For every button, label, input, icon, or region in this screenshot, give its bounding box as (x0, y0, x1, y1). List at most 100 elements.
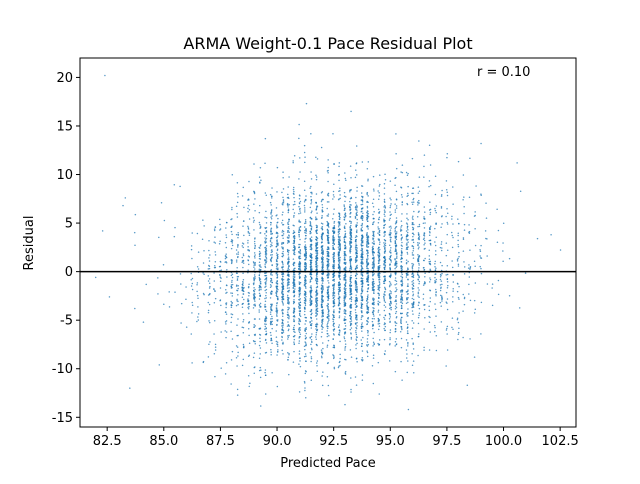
scatter-point (338, 324, 341, 326)
scatter-point (304, 294, 307, 297)
scatter-point (275, 289, 278, 291)
scatter-point (367, 252, 369, 254)
scatter-point (299, 301, 302, 304)
scatter-point (311, 333, 313, 335)
scatter-point (248, 295, 250, 297)
scatter-point (377, 303, 380, 306)
scatter-point (367, 245, 370, 248)
scatter-point (264, 272, 266, 274)
scatter-point (372, 237, 375, 240)
scatter-point (412, 282, 415, 284)
scatter-point (350, 305, 352, 307)
scatter-point (265, 310, 268, 312)
scatter-point (259, 182, 261, 184)
scatter-point (361, 226, 363, 228)
scatter-point (390, 213, 392, 216)
scatter-point (202, 262, 205, 264)
scatter-point (446, 191, 448, 193)
scatter-point (304, 244, 307, 246)
scatter-point (332, 276, 335, 278)
scatter-point (407, 301, 409, 304)
scatter-point (413, 233, 415, 236)
scatter-point (355, 266, 358, 268)
scatter-point (412, 239, 414, 241)
scatter-point (332, 240, 334, 242)
scatter-point (457, 239, 459, 242)
scatter-point (373, 292, 375, 294)
scatter-point (287, 186, 289, 188)
scatter-point (383, 322, 386, 324)
scatter-point (254, 247, 256, 249)
scatter-point (213, 290, 216, 292)
scatter-point (445, 215, 447, 218)
scatter-point (259, 226, 262, 229)
scatter-point (373, 263, 375, 266)
scatter-point (423, 349, 425, 351)
scatter-point (350, 333, 352, 335)
scatter-point (213, 319, 216, 322)
scatter-point (394, 341, 397, 343)
scatter-point (252, 356, 255, 359)
scatter-point (270, 307, 272, 310)
scatter-point (344, 340, 347, 342)
scatter-point (394, 267, 396, 270)
scatter-point (321, 215, 323, 217)
scatter-point (418, 264, 420, 266)
scatter-point (355, 273, 358, 275)
scatter-point (339, 256, 341, 259)
scatter-point (417, 234, 420, 236)
scatter-point (224, 321, 227, 323)
scatter-point (354, 318, 357, 320)
scatter-point (405, 259, 408, 261)
scatter-point (366, 233, 368, 235)
scatter-point (349, 285, 351, 288)
scatter-point (384, 258, 387, 261)
scatter-point (242, 320, 244, 323)
scatter-point (468, 293, 470, 295)
scatter-point (214, 346, 217, 348)
scatter-point (373, 258, 375, 261)
scatter-point (236, 346, 239, 348)
scatter-point (248, 305, 250, 308)
scatter-point (265, 235, 268, 237)
scatter-point (253, 326, 255, 328)
scatter-point (405, 276, 408, 278)
scatter-point (458, 312, 460, 314)
scatter-point (401, 164, 404, 166)
scatter-point (422, 284, 425, 286)
scatter-point (299, 226, 302, 228)
scatter-point (367, 301, 369, 303)
scatter-point (305, 320, 307, 322)
scatter-point (417, 322, 420, 325)
scatter-point (407, 289, 409, 291)
scatter-point (360, 265, 363, 267)
scatter-point (446, 249, 449, 251)
scatter-point (310, 256, 313, 258)
scatter-point (424, 275, 426, 278)
scatter-point (288, 352, 290, 355)
scatter-point (412, 247, 415, 250)
scatter-point (360, 339, 363, 341)
scatter-point (349, 216, 352, 218)
scatter-point (293, 295, 295, 298)
scatter-point (190, 285, 193, 287)
scatter-point (378, 230, 381, 232)
scatter-point (384, 294, 386, 296)
scatter-point (326, 330, 328, 332)
scatter-point (271, 250, 273, 253)
scatter-point (298, 353, 301, 355)
scatter-point (225, 323, 227, 325)
scatter-point (235, 357, 238, 359)
scatter-point (343, 225, 346, 227)
scatter-point (441, 283, 443, 286)
scatter-point (338, 179, 340, 182)
scatter-point (332, 263, 334, 266)
scatter-point (377, 323, 380, 325)
scatter-point (400, 298, 402, 301)
scatter-point (479, 255, 481, 257)
scatter-point (288, 218, 290, 221)
scatter-point (213, 241, 215, 243)
scatter-point (349, 205, 351, 208)
scatter-point (259, 366, 262, 369)
scatter-point (350, 232, 353, 234)
